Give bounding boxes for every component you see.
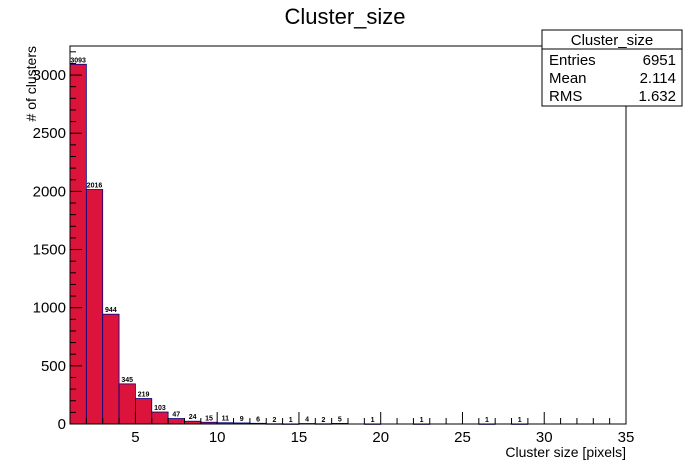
histogram-bar: [135, 398, 153, 425]
histogram-bar: [151, 411, 169, 425]
x-tick-label: 5: [131, 429, 139, 446]
x-tick-label: 30: [536, 429, 553, 446]
x-tick-label: 25: [454, 429, 471, 446]
histogram-bar: [118, 383, 136, 425]
y-tick-label: 2000: [33, 183, 66, 200]
bar-value-label: 944: [105, 307, 117, 314]
y-axis: 0 500 1000 1500 2000 2500 3000: [33, 51, 82, 433]
bar-value-label: 1: [420, 417, 424, 424]
bar-value-label: 47: [172, 412, 180, 419]
bar-value-label: 219: [138, 392, 150, 399]
stats-entries-value: 6951: [643, 52, 676, 69]
y-tick-label: 2500: [33, 125, 66, 142]
histogram-bars: [69, 63, 529, 425]
bar-value-label: 1: [371, 417, 375, 424]
bar-value-label: 1: [518, 417, 522, 424]
bar-value-label: 1: [485, 417, 489, 424]
stats-mean-value: 2.114: [640, 70, 676, 87]
x-tick-label: 15: [291, 429, 308, 446]
bar-value-label: 4: [305, 417, 309, 424]
bar-value-label: 24: [189, 414, 197, 421]
histogram-bar: [102, 313, 120, 425]
stats-rms-label: RMS: [549, 88, 582, 105]
stats-box-frame: [541, 29, 683, 107]
x-axis-label: Cluster size [pixels]: [505, 444, 626, 460]
histogram-bar: [69, 63, 87, 425]
bar-value-label: 103: [154, 405, 166, 412]
bar-value-label: 9: [240, 416, 244, 423]
bar-value-label: 2016: [87, 183, 103, 190]
x-tick-label: 35: [618, 429, 635, 446]
x-axis: 5 10 15 20 25 30 35: [69, 412, 635, 446]
bar-value-label: 5: [338, 416, 342, 423]
y-axis-label: # of clusters: [23, 46, 39, 121]
y-tick-label: 500: [41, 358, 66, 375]
bar-value-label: 345: [121, 377, 133, 384]
histogram-bar: [85, 189, 104, 425]
bar-value-label: 1: [289, 417, 293, 424]
y-tick-label: 1500: [33, 242, 66, 259]
bar-value-label: 3093: [70, 57, 86, 64]
bar-value-label: 2: [322, 417, 326, 424]
chart-title: Cluster_size: [284, 4, 405, 29]
stats-mean-label: Mean: [549, 70, 587, 87]
bar-value-label: 15: [205, 415, 213, 422]
y-tick-label: 3000: [33, 67, 66, 84]
stats-rms-value: 1.632: [638, 88, 676, 105]
histogram-bar: [167, 418, 185, 425]
stats-box-title: Cluster_size: [571, 32, 654, 49]
stats-box: Cluster_size Entries 6951 Mean 2.114 RMS…: [541, 29, 683, 107]
x-tick-label: 10: [209, 429, 226, 446]
stats-entries-label: Entries: [549, 52, 596, 69]
y-tick-label: 1000: [33, 300, 66, 317]
bar-value-label: 2: [272, 417, 276, 424]
x-tick-label: 20: [372, 429, 389, 446]
y-tick-label: 0: [58, 416, 66, 433]
bar-value-label: 11: [222, 416, 230, 423]
bar-value-label: 6: [256, 416, 260, 423]
